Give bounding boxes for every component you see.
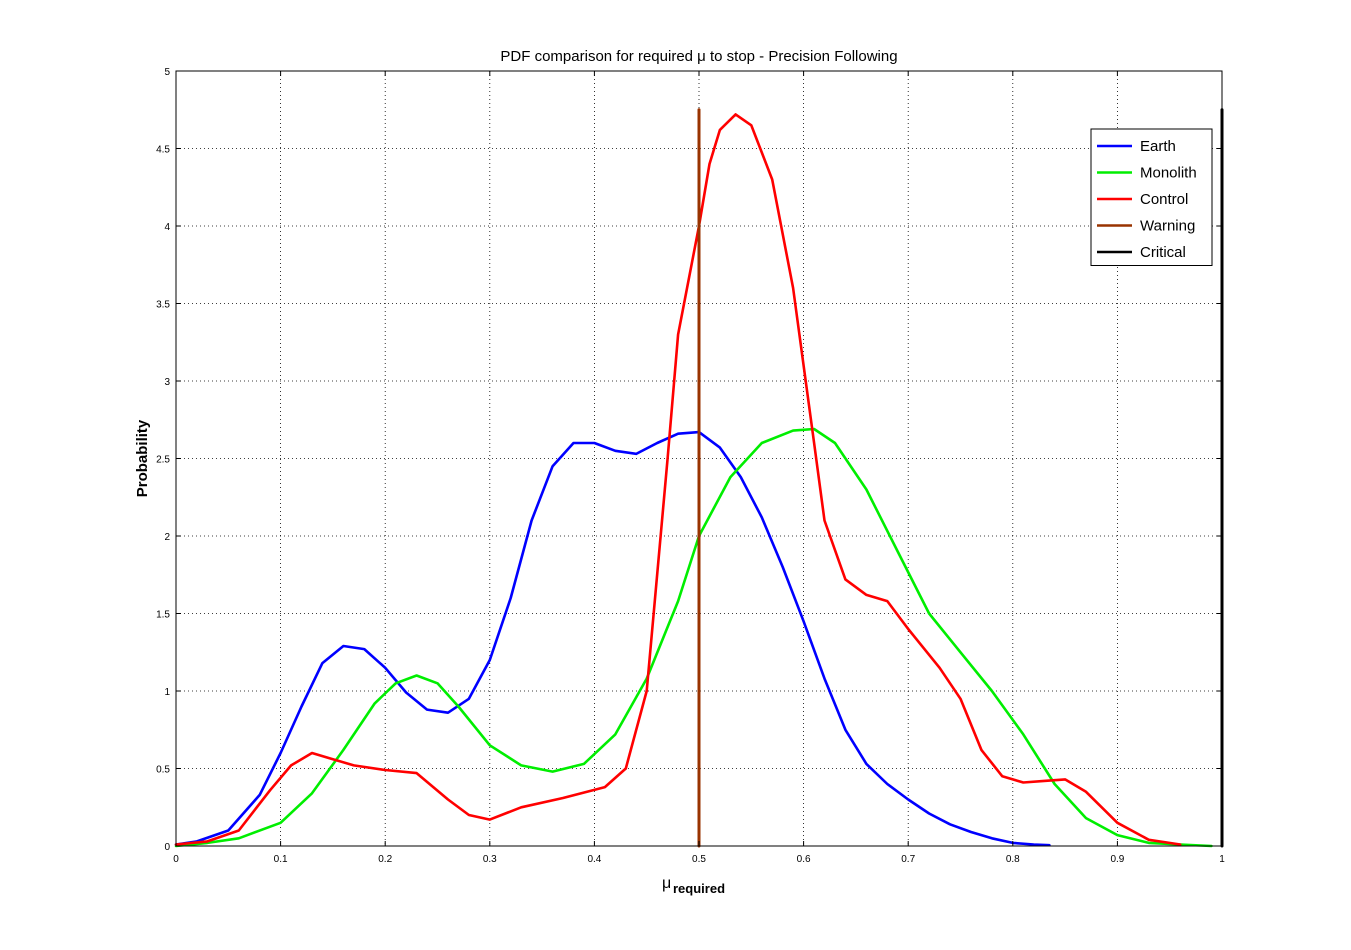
ticks: 0 0.1 0.2 0.3 0.4 0.5 0.6 0.7 0.8 0.9 1 0 0.5 1 1.5 2 2.… [156, 67, 1225, 865]
x-axis-label: μ required [662, 875, 725, 896]
x-tick-label: 0.5 [692, 854, 706, 865]
x-tick-label: 0 [173, 854, 179, 865]
x-tick-label: 0.8 [1006, 854, 1020, 865]
y-tick-label: 5 [164, 67, 170, 78]
y-tick-label: 4 [164, 222, 170, 233]
legend-label-earth: Earth [1140, 138, 1176, 155]
y-tick-label: 0 [164, 842, 170, 853]
x-tick-label: 0.3 [483, 854, 497, 865]
x-tick-label: 0.6 [797, 854, 811, 865]
plot-lines [174, 108, 1224, 848]
legend-label-monolith: Monolith [1140, 165, 1197, 182]
y-tick-label: 2.5 [156, 455, 170, 466]
y-tick-label: 2 [164, 532, 170, 543]
series-line-monolith [174, 427, 1213, 848]
chart-title: PDF comparison for required μ to stop - … [500, 48, 897, 65]
series-line-control [174, 113, 1182, 846]
series-line-earth [174, 430, 1051, 847]
y-tick-label: 1.5 [156, 610, 170, 621]
legend-label-warning: Warning [1140, 218, 1195, 235]
y-tick-label: 4.5 [156, 145, 170, 156]
y-tick-label: 3 [164, 377, 170, 388]
x-tick-label: 0.1 [274, 854, 288, 865]
x-tick-label: 0.4 [587, 854, 601, 865]
legend-label-critical: Critical [1140, 244, 1186, 261]
y-tick-label: 3.5 [156, 300, 170, 311]
y-tick-label: 1 [164, 687, 170, 698]
y-tick-label: 0.5 [156, 765, 170, 776]
x-tick-label: 0.9 [1110, 854, 1124, 865]
x-axis-label-subscript: required [673, 881, 725, 896]
legend-label-control: Control [1140, 191, 1188, 208]
x-axis-label-main: μ [662, 875, 671, 892]
x-tick-label: 0.2 [378, 854, 392, 865]
legend: Earth Monolith Control Warning Critical [1090, 128, 1213, 266]
x-tick-label: 1 [1219, 854, 1225, 865]
x-tick-label: 0.7 [901, 854, 915, 865]
legend-box [1090, 128, 1213, 266]
y-axis-label: Probability [134, 419, 151, 497]
